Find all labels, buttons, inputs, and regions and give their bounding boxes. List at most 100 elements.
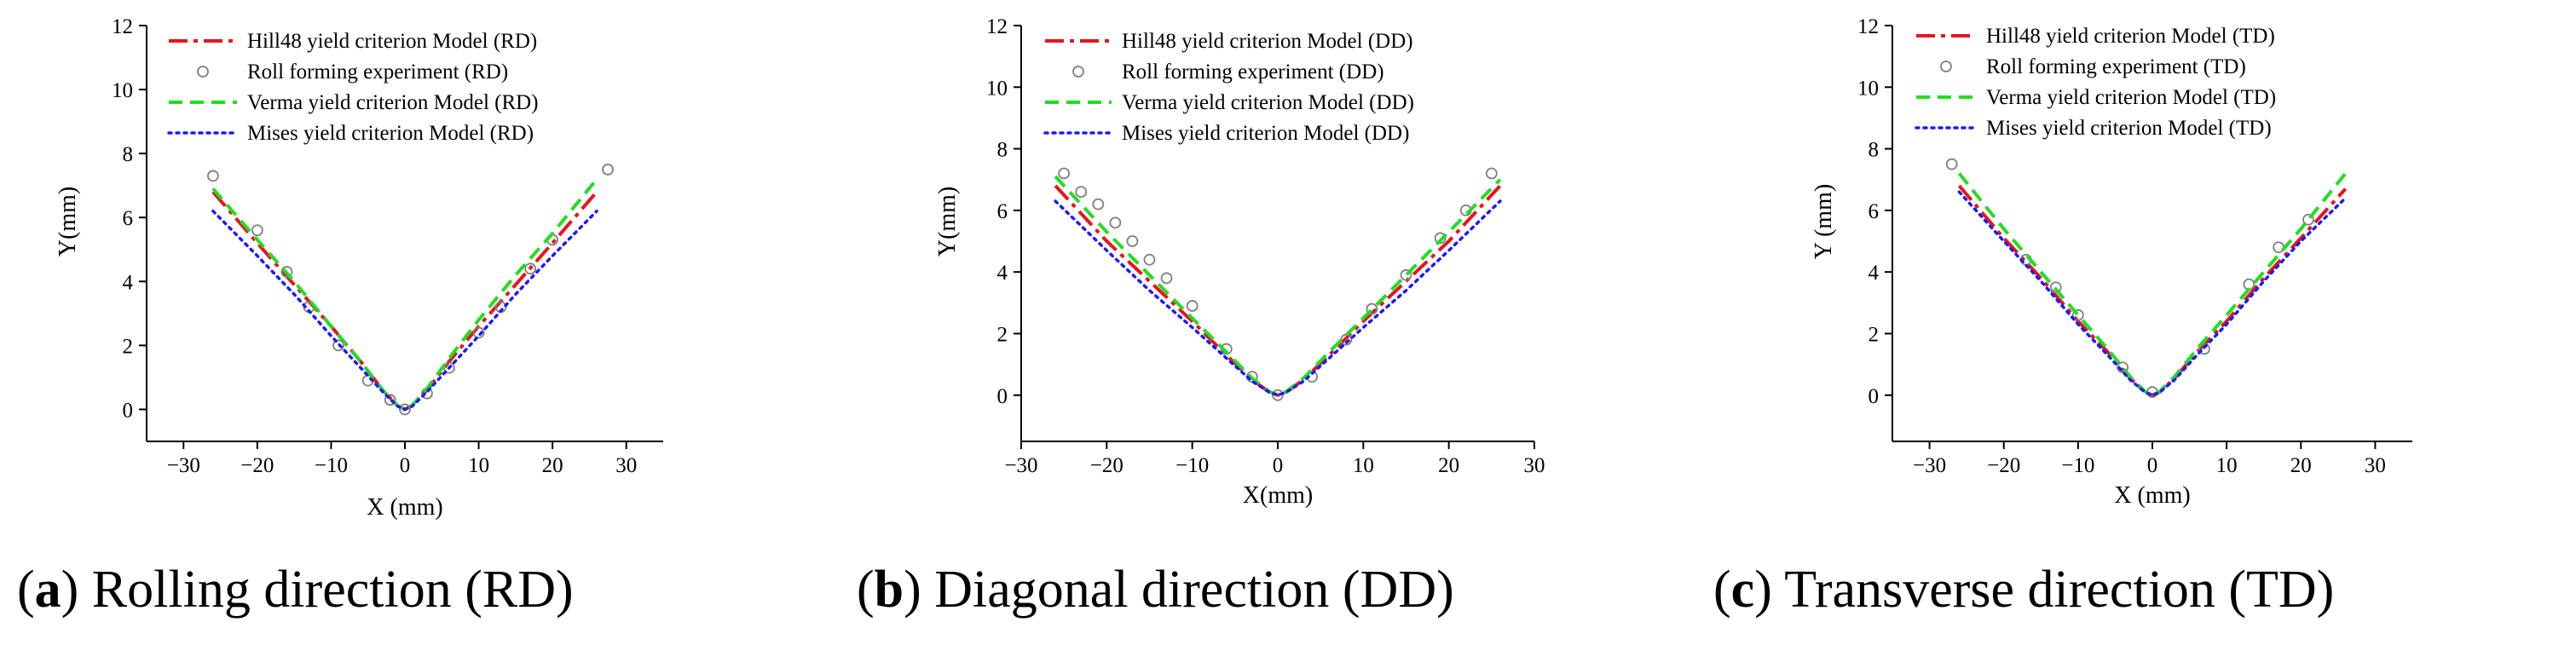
data-point [332,339,344,352]
x-tick-label: −20 [1090,454,1123,477]
legend-label: Verma yield criterion Model (TD) [1986,86,2276,109]
x-tick-label: 30 [1524,454,1545,477]
legend-marker [197,66,209,78]
y-tick-label: 8 [997,139,1008,162]
x-tick-label: 20 [1438,454,1459,477]
y-tick-label: 10 [986,77,1008,100]
y-tick-label: 4 [123,271,134,294]
panel-caption: (a) Rolling direction (RD) [17,561,574,619]
data-point [1340,333,1353,346]
y-tick-label: 4 [997,262,1008,285]
y-tick-label: 0 [1868,385,1880,408]
y-tick-label: 6 [1868,200,1880,223]
data-point [472,326,485,339]
series-line-dotted [211,209,598,412]
legend-label: Verma yield criterion Model (RD) [247,91,539,114]
legend-label: Roll forming experiment (TD) [1986,55,2246,78]
data-point [1272,389,1284,401]
series-line-dashed [1957,172,2348,398]
y-axis-label: Y (mm) [1811,184,1837,259]
data-point [1434,232,1447,245]
x-tick-label: −10 [2061,454,2094,477]
legend-label: Mises yield criterion Model (TD) [1986,117,2272,140]
y-tick-label: 12 [1857,15,1879,38]
data-point [2117,361,2129,374]
legend-marker [1940,60,1952,72]
data-point [280,266,293,278]
series-line-dotted [1054,199,1502,397]
x-tick-label: −30 [1913,454,1946,477]
chart-panel-c: 0 2 4 6 8 10 12 −30 −20 −10 0 10 20 30 X (mm) Y (mm) Hil… [1713,15,2412,619]
data-point [1366,302,1378,315]
series-line-dashdot [1054,184,1502,397]
x-tick-label: 20 [2290,454,2312,477]
y-tick-label: 10 [1857,77,1879,100]
data-point [251,224,263,237]
y-tick-label: 0 [123,399,134,422]
series-line-dashed [211,177,598,412]
data-point [1945,158,1958,170]
x-tick-label: −20 [1987,454,2020,477]
x-axis-label: X (mm) [367,494,442,521]
x-tick-label: 10 [1353,454,1374,477]
legend-label: Mises yield criterion Model (RD) [247,122,534,145]
data-point [207,170,219,182]
y-tick-label: 12 [112,15,133,38]
series-line-dashdot [1957,184,2348,397]
data-point [1160,272,1173,285]
x-axis-label: X(mm) [1243,482,1313,509]
y-tick-label: 6 [997,200,1008,223]
x-tick-label: 30 [615,454,637,477]
x-tick-label: −20 [240,454,274,477]
chart-panel-b: 0 2 4 6 8 10 12 −30 −20 −10 0 10 20 30 X(mm) Y(mm) Hill4… [857,15,1545,619]
series-experiment-markers [1058,167,1498,401]
y-tick-label: 12 [986,15,1008,38]
y-tick-label: 8 [1868,139,1880,162]
x-tick-label: −10 [1175,454,1209,477]
legend: Hill48 yield criterion Model (DD) Roll fo… [1043,30,1414,145]
data-point [2302,213,2314,226]
x-tick-label: 30 [2365,454,2386,477]
data-point [1126,235,1139,247]
legend-label: Hill48 yield criterion Model (TD) [1986,25,2275,48]
panel-caption: (c) Transverse direction (TD) [1713,561,2334,619]
x-tick-label: 10 [2216,454,2238,477]
x-tick-label: 20 [542,454,563,477]
x-tick-label: 0 [2147,454,2158,477]
y-axis-label: Y(mm) [55,187,81,256]
legend-label: Hill48 yield criterion Model (DD) [1122,30,1413,53]
data-point [1109,216,1122,229]
y-tick-label: 8 [123,143,134,166]
y-tick-label: 2 [1868,323,1880,346]
data-point [1400,268,1412,281]
series-line-dashdot [211,190,598,412]
x-tick-label: 0 [400,454,411,477]
data-point [602,164,614,176]
x-tick-label: −30 [1004,454,1037,477]
y-tick-label: 6 [123,207,134,230]
data-point [1075,186,1088,199]
legend: Hill48 yield criterion Model (RD) Roll fo… [167,30,539,145]
panel-caption: (b) Diagonal direction (DD) [857,561,1454,619]
legend-label: Roll forming experiment (DD) [1122,60,1384,84]
data-point [1485,167,1498,180]
data-point [2243,278,2255,291]
y-tick-label: 2 [123,335,134,358]
data-point [1143,253,1156,266]
y-tick-label: 2 [997,323,1008,346]
data-point [1186,300,1198,312]
series-line-dashed [1054,175,1502,397]
legend-label: Hill48 yield criterion Model (RD) [247,30,537,53]
legend-label: Roll forming experiment (RD) [247,60,508,84]
data-point [2198,343,2210,355]
data-point [2273,241,2285,254]
data-point [2049,281,2062,294]
series-line-dotted [1957,190,2348,397]
x-tick-label: −30 [167,454,200,477]
y-axis-label: Y(mm) [934,187,961,256]
y-tick-label: 4 [1868,262,1880,285]
legend-label: Verma yield criterion Model (DD) [1122,91,1414,114]
chart-panel-a: 0 2 4 6 8 10 12 −30 −20 −10 0 10 20 30 X (mm) Y(mm) Hill… [17,15,663,619]
x-tick-label: 10 [468,454,489,477]
